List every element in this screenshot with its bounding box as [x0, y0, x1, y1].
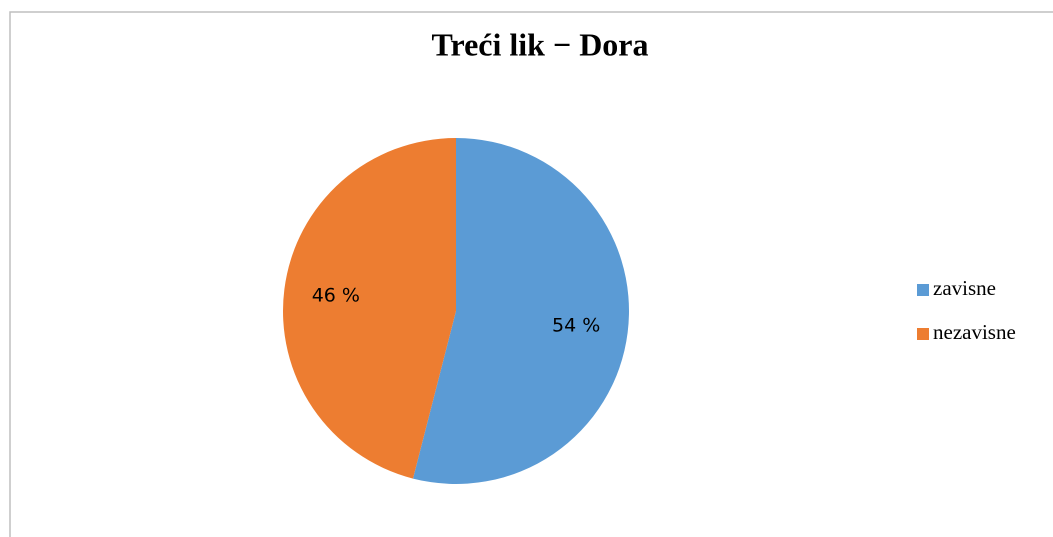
legend-swatch	[917, 328, 929, 340]
data-label: 54 %	[552, 315, 600, 337]
chart-border	[9, 11, 1053, 537]
pie-slice	[412, 138, 629, 484]
legend-label: zavisne	[933, 276, 996, 300]
legend-swatch	[917, 284, 929, 296]
pie-slice	[283, 138, 456, 479]
data-label: 46 %	[312, 284, 360, 306]
legend-label: nezavisne	[933, 320, 1016, 344]
chart-title: Treći lik − Dora	[431, 26, 648, 62]
